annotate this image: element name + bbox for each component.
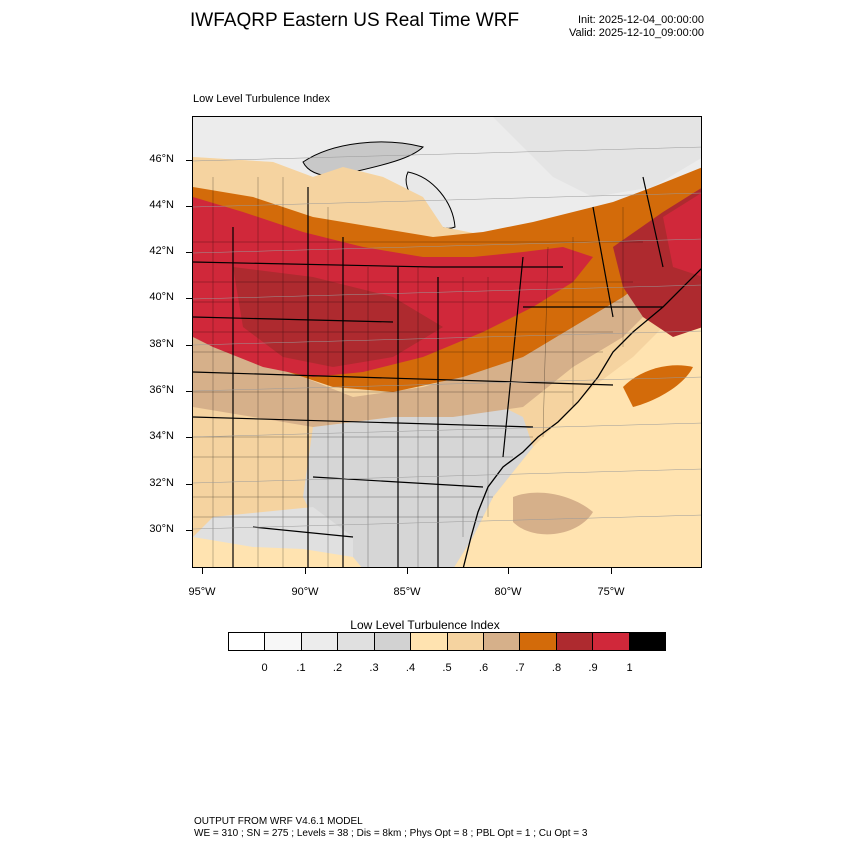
- lon-label-90w: 90°W: [291, 586, 319, 598]
- colorbar-swatch: [556, 633, 594, 650]
- lat-label-32n: 32°N: [149, 477, 174, 489]
- colorbar-title: Low Level Turbulence Index: [350, 618, 500, 632]
- lat-label-44n: 44°N: [149, 199, 174, 211]
- field-label: Low Level Turbulence Index: [193, 93, 330, 105]
- atlantic-coastline: [462, 268, 701, 567]
- colorbar-swatch: [483, 633, 521, 650]
- valid-time: Valid: 2025-12-10_09:00:00: [569, 27, 704, 39]
- colorbar-label: .1: [296, 662, 306, 674]
- colorbar-label: .8: [551, 662, 562, 674]
- graticule: [193, 146, 701, 530]
- dark-red-core: [233, 267, 443, 367]
- canada-land-east: [493, 117, 701, 197]
- colorbar-label: .7: [515, 662, 525, 674]
- lon-tick: [508, 568, 509, 574]
- northeast-red: [663, 193, 701, 277]
- colorbar-label: .6: [478, 662, 489, 674]
- lat-tick: [186, 345, 192, 346]
- lat-tick: [186, 298, 192, 299]
- lon-tick: [305, 568, 306, 574]
- lon-label-75w: 75°W: [597, 586, 625, 598]
- colorbar-label: .3: [369, 662, 379, 674]
- colorbar-swatch: [265, 633, 302, 650]
- lon-tick: [407, 568, 408, 574]
- gulf-of-mexico: [193, 537, 362, 567]
- map-panel: [192, 116, 702, 568]
- lon-tick: [611, 568, 612, 574]
- lat-label-46n: 46°N: [149, 153, 174, 165]
- init-time: Init: 2025-12-04_00:00:00: [578, 14, 704, 26]
- colorbar-label: .5: [442, 662, 452, 674]
- turbulence-map: [193, 117, 701, 567]
- colorbar-swatch: [411, 633, 448, 650]
- colorbar: [228, 632, 666, 651]
- lat-tick: [186, 206, 192, 207]
- colorbar-swatch: [374, 633, 412, 650]
- lon-label-80w: 80°W: [494, 586, 522, 598]
- model-version: OUTPUT FROM WRF V4.6.1 MODEL: [194, 816, 363, 827]
- lat-tick: [186, 160, 192, 161]
- lat-label-40n: 40°N: [149, 291, 174, 303]
- lat-label-36n: 36°N: [149, 384, 174, 396]
- colorbar-swatch: [520, 633, 557, 650]
- county-grid: [193, 177, 643, 567]
- colorbar-label: 0: [261, 662, 268, 674]
- lon-label-95w: 95°W: [188, 586, 216, 598]
- lat-tick: [186, 252, 192, 253]
- lon-tick: [202, 568, 203, 574]
- init-valid-times: Init: 2025-12-04_00:00:00 Valid: 2025-12…: [569, 14, 704, 40]
- colorbar-swatch: [447, 633, 484, 650]
- offshore-orange-blob: [623, 365, 693, 407]
- colorbar-label: .4: [405, 662, 416, 674]
- lat-label-30n: 30°N: [149, 523, 174, 535]
- colorbar-swatch: [301, 633, 339, 650]
- plot-title: IWFAQRP Eastern US Real Time WRF: [190, 10, 520, 31]
- lat-tick: [186, 391, 192, 392]
- colorbar-label: .9: [588, 662, 598, 674]
- lat-label-34n: 34°N: [149, 430, 174, 442]
- colorbar-label: .2: [332, 662, 343, 674]
- offshore-tan-patch: [513, 492, 593, 535]
- lon-label-85w: 85°W: [393, 586, 421, 598]
- colorbar-label: 1: [626, 662, 633, 674]
- lat-tick: [186, 437, 192, 438]
- model-info-footer: OUTPUT FROM WRF V4.6.1 MODEL WE = 310 ; …: [194, 816, 587, 840]
- lat-label-42n: 42°N: [149, 245, 174, 257]
- colorbar-swatch: [593, 633, 630, 650]
- lat-tick: [186, 530, 192, 531]
- colorbar-swatch: [629, 633, 666, 650]
- lake-superior: [302, 141, 424, 178]
- colorbar-swatch: [229, 633, 266, 650]
- lat-label-38n: 38°N: [149, 338, 174, 350]
- model-config: WE = 310 ; SN = 275 ; Levels = 38 ; Dis …: [194, 828, 588, 839]
- lat-tick: [186, 484, 192, 485]
- colorbar-swatch: [338, 633, 375, 650]
